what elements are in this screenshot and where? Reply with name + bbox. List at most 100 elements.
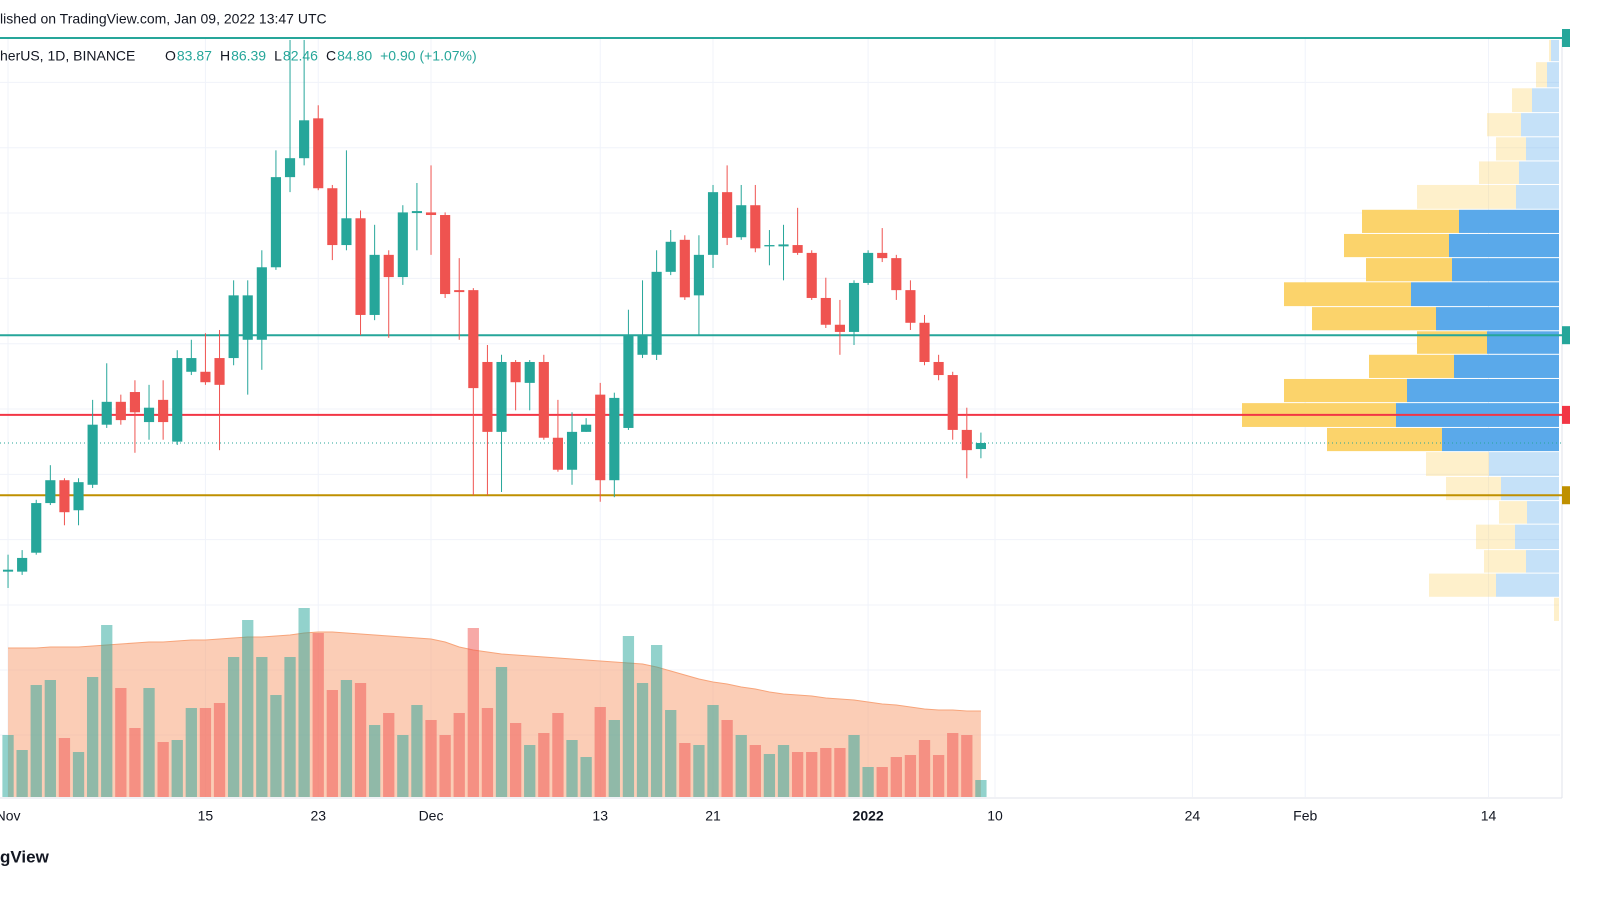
volume-bar bbox=[763, 754, 776, 797]
profile-up bbox=[1526, 137, 1559, 161]
volume-bar bbox=[44, 680, 56, 797]
x-tick-label: 23 bbox=[310, 808, 326, 824]
volume-bar bbox=[397, 735, 409, 797]
legend-value: 86.39 bbox=[231, 48, 266, 64]
volume-bar bbox=[411, 705, 423, 797]
candle-body bbox=[510, 361, 521, 383]
volume-bar bbox=[538, 733, 550, 797]
profile-up bbox=[1449, 233, 1559, 258]
profile-down bbox=[1476, 524, 1515, 550]
volume-bar bbox=[975, 780, 987, 797]
volume-bar bbox=[354, 683, 367, 797]
prof-layer bbox=[1242, 39, 1559, 621]
profile-down bbox=[1487, 113, 1521, 137]
candle-body bbox=[679, 239, 690, 298]
volume-bar bbox=[735, 735, 747, 797]
candle-body bbox=[200, 371, 211, 383]
candle-body bbox=[595, 394, 606, 481]
profile-down bbox=[1284, 282, 1411, 307]
candle-body bbox=[101, 401, 112, 425]
volume-bar bbox=[481, 708, 494, 797]
candle-body bbox=[73, 482, 84, 511]
candle-body bbox=[609, 397, 620, 481]
candle-body bbox=[2, 569, 14, 572]
x-tick-label: 15 bbox=[198, 808, 214, 824]
volume-bar bbox=[622, 636, 635, 797]
level-tag bbox=[1562, 405, 1570, 424]
profile-down bbox=[1429, 573, 1496, 597]
volume-ma-line bbox=[8, 631, 981, 712]
x-tick-label: 2022 bbox=[853, 808, 884, 824]
candle-body bbox=[750, 205, 761, 249]
volume-bar bbox=[679, 743, 691, 797]
profile-down bbox=[1417, 331, 1487, 354]
legend-label: C bbox=[326, 48, 336, 64]
candle-body bbox=[637, 335, 648, 355]
candles-layer bbox=[2, 39, 986, 588]
volume-bar bbox=[143, 688, 155, 797]
profile-up bbox=[1452, 258, 1559, 282]
volume-bar bbox=[242, 620, 254, 797]
candle-body bbox=[341, 218, 352, 246]
volume-bar bbox=[509, 723, 522, 797]
x-tick-label: Dec bbox=[419, 808, 444, 824]
candle-body bbox=[440, 215, 451, 295]
candle-body bbox=[397, 212, 408, 278]
volume-bar bbox=[425, 720, 437, 797]
profile-up bbox=[1521, 113, 1559, 137]
candle-body bbox=[355, 218, 366, 315]
legend-value: 82.46 bbox=[283, 48, 318, 64]
candle-body bbox=[933, 361, 944, 376]
profile-down bbox=[1446, 476, 1501, 501]
volume-bar bbox=[749, 745, 761, 797]
profile-down bbox=[1327, 427, 1442, 452]
vol-layer bbox=[2, 608, 987, 797]
candle-body bbox=[778, 244, 789, 247]
candle-body bbox=[905, 290, 916, 323]
volume-bar bbox=[636, 683, 649, 797]
profile-up bbox=[1516, 184, 1559, 209]
profile-down bbox=[1496, 137, 1526, 161]
legend-value: 84.80 bbox=[337, 48, 372, 64]
volume-bar bbox=[171, 740, 183, 797]
profile-up bbox=[1459, 209, 1559, 233]
volume-bar bbox=[383, 713, 395, 797]
candle-body bbox=[722, 192, 733, 238]
volume-bar bbox=[848, 735, 860, 797]
candle-body bbox=[693, 254, 704, 296]
profile-up bbox=[1519, 161, 1559, 184]
candle-body bbox=[313, 118, 324, 189]
profile-up bbox=[1442, 427, 1559, 452]
volume-bar bbox=[876, 767, 888, 797]
candle-body bbox=[665, 241, 676, 272]
candle-body bbox=[59, 480, 70, 513]
profile-up bbox=[1489, 452, 1559, 476]
candle-body bbox=[172, 358, 183, 442]
footer-logo: gView bbox=[0, 847, 50, 866]
profile-up bbox=[1527, 501, 1559, 524]
candle-body bbox=[158, 399, 169, 423]
legend-label: L bbox=[274, 48, 282, 64]
profile-down bbox=[1344, 233, 1449, 258]
volume-bar bbox=[101, 625, 113, 797]
candle-body bbox=[256, 267, 267, 340]
level-tag bbox=[1562, 486, 1570, 505]
candle-body bbox=[242, 295, 253, 340]
volume-bar bbox=[326, 690, 338, 797]
level-tag bbox=[1562, 326, 1570, 345]
candle-body bbox=[129, 392, 141, 413]
profile-down bbox=[1284, 378, 1407, 403]
candle-body bbox=[834, 324, 845, 332]
profile-down bbox=[1417, 184, 1516, 209]
profile-down bbox=[1369, 354, 1454, 378]
candle-body bbox=[425, 212, 437, 216]
x-tick-label: 21 bbox=[705, 808, 721, 824]
legend-label: O bbox=[165, 48, 176, 64]
x-tick-label: 10 bbox=[987, 808, 1003, 824]
volume-bar bbox=[199, 708, 212, 797]
volume-bar bbox=[961, 735, 973, 797]
volume-bar bbox=[72, 752, 85, 797]
volume-bar bbox=[932, 755, 945, 797]
candle-body bbox=[45, 480, 56, 504]
profile-up bbox=[1551, 39, 1559, 62]
